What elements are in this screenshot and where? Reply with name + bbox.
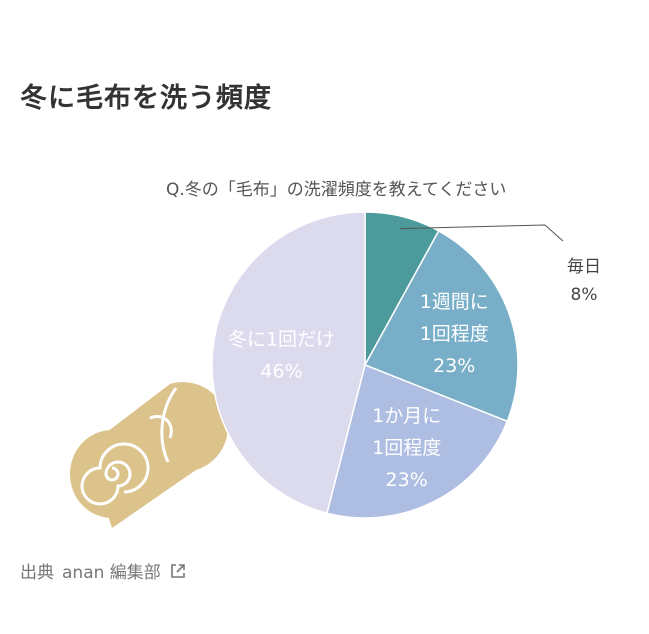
chart-question: Q.冬の「毛布」の洗濯頻度を教えてください	[166, 180, 507, 200]
page-title: 冬に毛布を洗う頻度	[20, 83, 272, 114]
slice-value: 46%	[260, 360, 302, 382]
external-link-icon[interactable]	[169, 562, 187, 580]
rolled-blanket-illustration	[70, 382, 228, 528]
slice-value: 23%	[386, 469, 428, 491]
slice-label: 毎日	[567, 257, 601, 277]
pie-slice	[326, 363, 509, 519]
slice-value: 23%	[433, 355, 475, 377]
source-credit: 出典 anan 編集部	[20, 558, 187, 583]
source-label: 出典	[20, 563, 54, 583]
slice-label: 1回程度	[420, 323, 489, 345]
leader-line	[399, 224, 564, 242]
slice-label: 1週間に	[420, 291, 489, 313]
slice-label: 冬に1回だけ	[228, 328, 335, 350]
slice-label: 1か月に	[372, 405, 441, 427]
pie-slice	[211, 211, 366, 515]
slice-label: 1回程度	[372, 437, 441, 459]
source-name[interactable]: anan 編集部	[62, 563, 161, 583]
slice-value: 8%	[571, 285, 598, 305]
pie-slice	[363, 229, 519, 423]
